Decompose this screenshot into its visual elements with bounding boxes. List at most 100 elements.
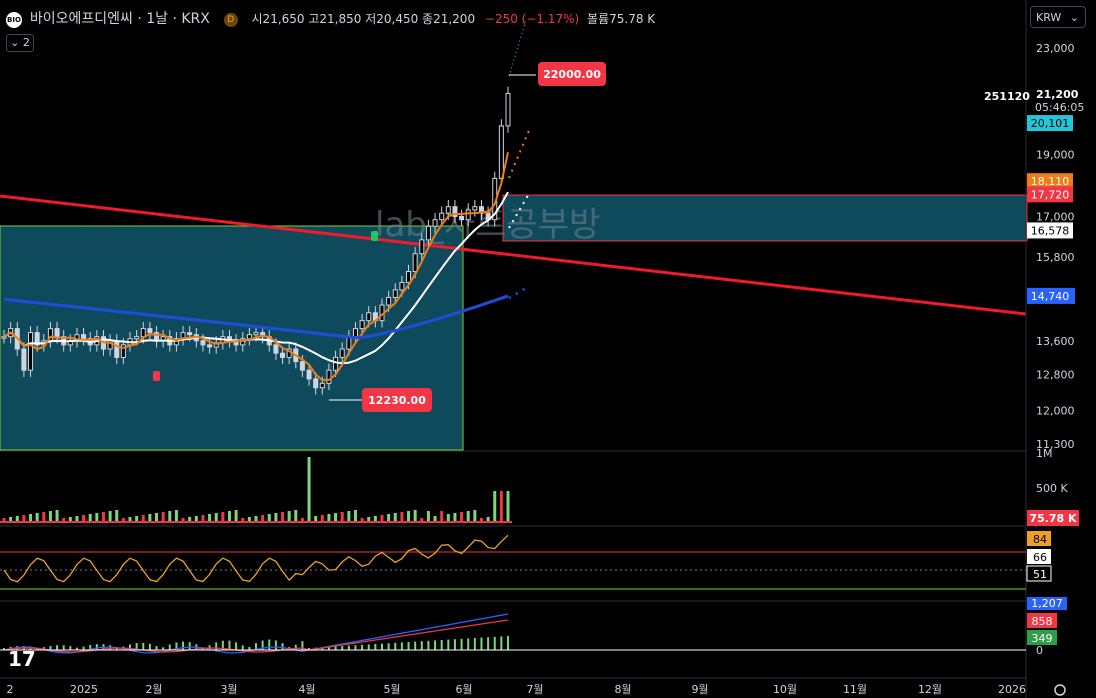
macd-histogram-bar [182, 641, 185, 650]
time-axis-label: 3월 [220, 683, 237, 696]
macd-histogram-bar [427, 640, 430, 650]
volume-bar [29, 514, 33, 521]
macd-histogram-bar [89, 645, 92, 650]
price-tick: 17,000 [1036, 210, 1075, 223]
low-callout-label: 12230.00 [368, 394, 426, 407]
macd-label-1207: 1,207 [1031, 597, 1063, 610]
candle-body [359, 320, 365, 330]
macd-histogram-bar [407, 642, 410, 650]
price-tag-label: 18,110 [1031, 175, 1070, 188]
candle-body [412, 253, 418, 273]
price-tick: 12,000 [1036, 405, 1075, 418]
macd-histogram-bar [62, 645, 65, 650]
macd-signal-line [3, 619, 509, 653]
time-axis-label: 2026 [998, 683, 1026, 696]
macd-histogram-bar [135, 643, 138, 650]
price-scale[interactable]: 23,000 19,000 17,000 15,800 13,600 12,800 12,0… [1036, 42, 1075, 451]
volume-bar [9, 517, 13, 521]
indicator-count: 2 [22, 36, 30, 49]
time-axis-label: 12월 [918, 683, 942, 696]
macd-histogram-bar [168, 644, 171, 650]
volume-tick-1m: 1M [1036, 447, 1053, 460]
rsi-tag-51 [1026, 565, 1052, 582]
moving-average-orange [3, 152, 509, 381]
macd-histogram-bar [274, 640, 277, 650]
symbol-logo: BIO [6, 11, 22, 28]
macd-histogram-bar [308, 648, 311, 650]
macd-histogram-bar [75, 647, 78, 650]
volume-bar [135, 516, 139, 521]
volume-bars [2, 457, 510, 521]
macd-histogram-bar [162, 647, 165, 650]
time-axis-label: 8월 [614, 683, 631, 696]
candle-body [326, 369, 332, 384]
currency-label: KRW [1036, 11, 1062, 24]
candle-body [392, 289, 398, 298]
volume-bar [340, 512, 344, 521]
time-axis-label: 2 [7, 683, 14, 696]
moving-average-white [3, 191, 509, 365]
time-axis-label: 6월 [455, 683, 472, 696]
volume-bar [327, 514, 331, 521]
macd-histogram-bar [354, 645, 357, 650]
price-tag-label: 17,720 [1031, 188, 1070, 201]
volume-bar [420, 518, 424, 521]
candle-body [306, 369, 312, 380]
candle-body [114, 340, 120, 358]
macd-histogram-bar [387, 643, 390, 650]
settings-gear-icon[interactable] [1054, 684, 1066, 696]
volume-bar [360, 518, 364, 521]
volume-bar [75, 516, 79, 521]
volume-bar [115, 510, 119, 521]
price-tick: 23,000 [1036, 42, 1075, 55]
macd-histogram-bar [188, 642, 191, 650]
price-tag-label: 16,578 [1031, 224, 1070, 237]
macd-histogram-bar [507, 636, 509, 650]
time-axis-label: 2025 [70, 683, 98, 696]
dividend-badge[interactable]: D [223, 12, 238, 27]
macd-tag-1207 [1027, 597, 1067, 610]
chevron-down-icon: ⌄ [10, 36, 20, 49]
macd-histogram-bar [69, 646, 72, 650]
candle-body [313, 378, 319, 389]
volume-bar [108, 511, 112, 521]
price-tag [1027, 186, 1073, 203]
volume-bar [407, 511, 411, 521]
candle-body [399, 281, 405, 291]
candle-body [445, 206, 451, 214]
volume-bar [393, 513, 397, 521]
candle-body [173, 338, 179, 346]
price-tag [1027, 115, 1073, 132]
candle-body [452, 206, 458, 217]
projection-cyan [508, 19, 527, 77]
collapse-indicators-button[interactable]: ⌄ 2 [6, 34, 34, 52]
volume-bar [506, 491, 510, 521]
volume-bar [460, 512, 464, 521]
volume-bar [181, 518, 185, 521]
volume-bar [254, 516, 258, 521]
volume-bar [314, 516, 318, 521]
volume-bar [168, 511, 172, 521]
macd-histogram-bar [334, 646, 337, 650]
price-tag [1027, 173, 1073, 190]
volume-bar [188, 517, 192, 521]
currency-select[interactable]: KRW ⌄ [1030, 6, 1086, 28]
last-price-ticker: 251120 [984, 90, 1030, 103]
price-tag-label: 14,740 [1031, 290, 1070, 303]
volume-bar [440, 511, 444, 521]
volume-bar [446, 514, 450, 521]
volume-bar [274, 513, 278, 521]
rsi-tag-84 [1027, 531, 1051, 546]
symbol-title[interactable]: 바이오에프디엔씨 · 1날 · KRX [29, 11, 210, 27]
macd-histogram-bar [49, 645, 52, 650]
time-axis[interactable]: 2 2025 2월 3월 4월 5월 6월 7월 8월 9월 10월 11월 12월 2026 [7, 683, 1027, 696]
macd-histogram-bar [480, 637, 483, 650]
price-tick: 11,300 [1036, 438, 1075, 451]
candle-body [406, 271, 412, 283]
volume-bar [347, 511, 351, 521]
macd-histogram-bar [175, 642, 178, 650]
last-price-value: 21,200 [1036, 88, 1079, 101]
macd-histogram-bar [327, 646, 330, 650]
macd-histogram-bar [301, 641, 304, 650]
